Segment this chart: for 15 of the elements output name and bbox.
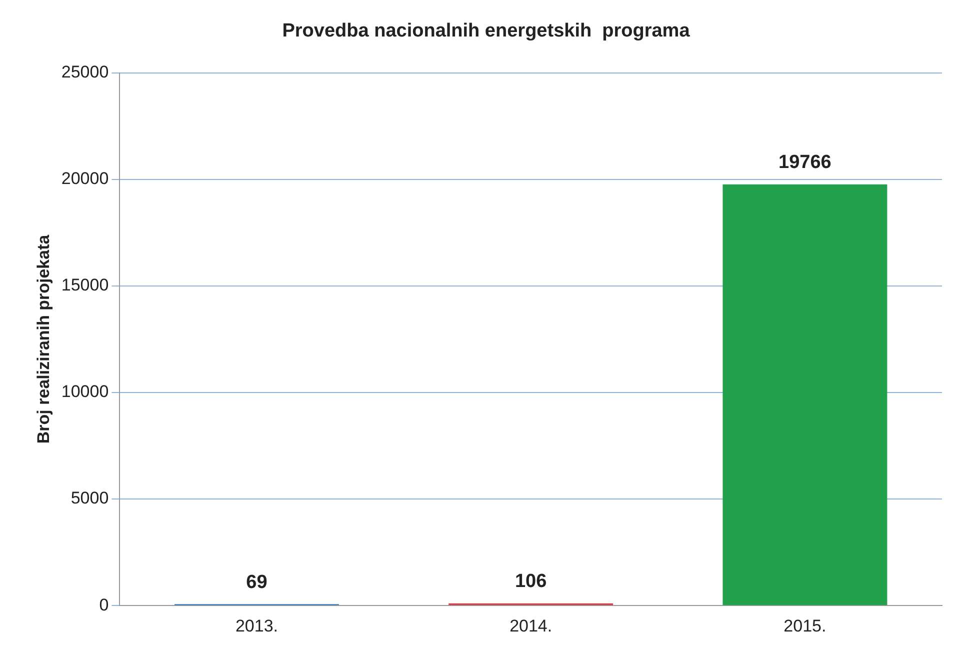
y-axis-title: Broj realiziranih projekata [34,234,53,444]
x-tick-label: 2013. [235,616,278,636]
bar [722,184,888,606]
data-label: 106 [514,571,547,592]
y-tick-label: 25000 [61,62,109,82]
y-tick-label: 15000 [61,276,109,295]
x-tick-label: 2014. [510,616,552,636]
y-tick-label: 0 [99,595,109,614]
y-tick-label: 5000 [70,488,109,508]
y-tick-label: 10000 [61,382,109,402]
data-label: 69 [246,572,268,593]
x-tick-label: 2015. [784,616,826,636]
chart-title: Provedba nacionalnih energetskih programa [282,20,690,42]
data-label: 19766 [778,152,832,174]
y-tick-label: 20000 [61,169,109,188]
